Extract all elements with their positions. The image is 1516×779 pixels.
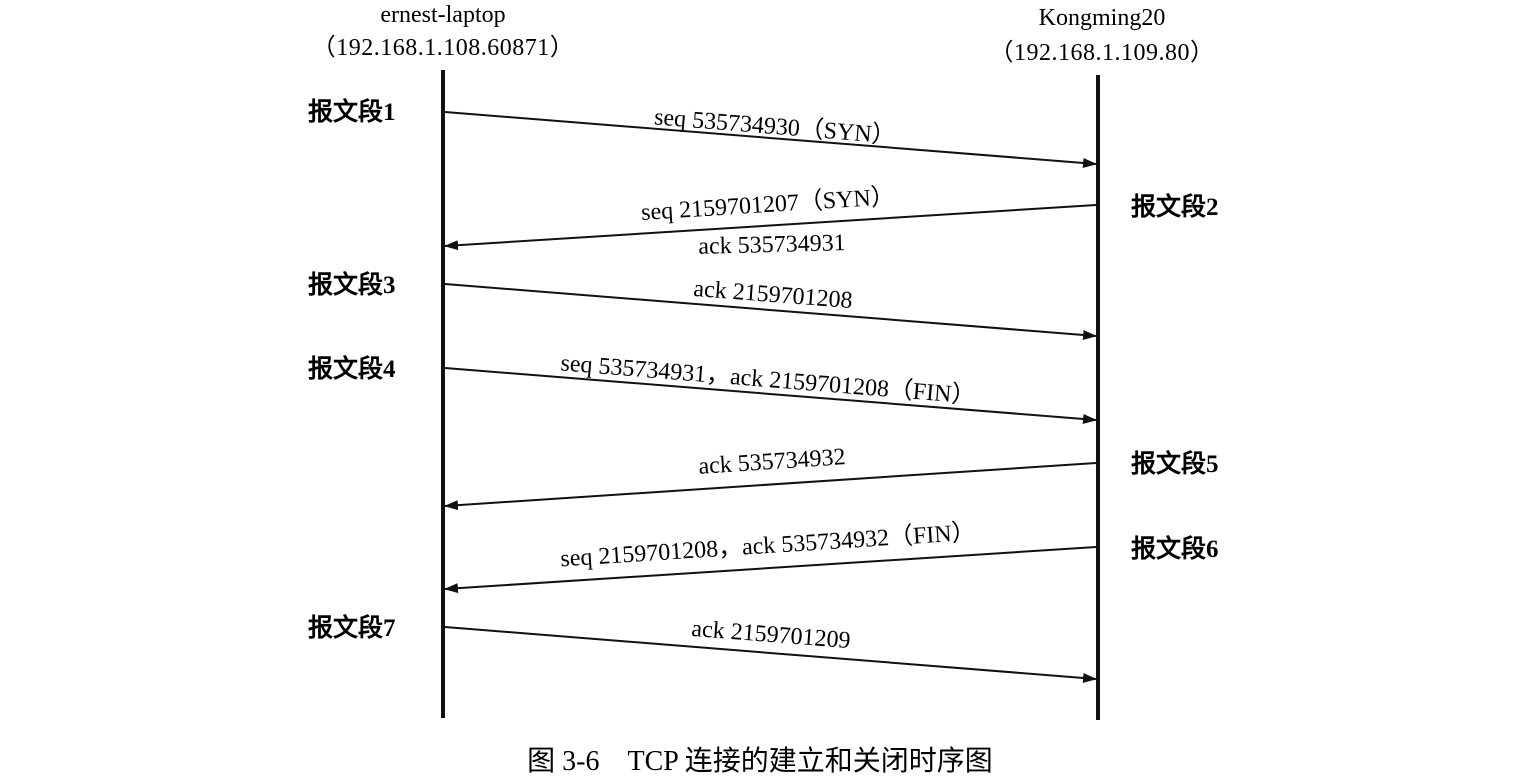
- right-host-address: （192.168.1.109.80）: [990, 40, 1215, 66]
- segment-3-label: 报文段3: [308, 270, 396, 299]
- segment-5-label: 报文段5: [1131, 449, 1219, 478]
- segment-4-arrow: [444, 367, 1097, 424]
- segment-5-message: ack 535734932: [698, 444, 847, 480]
- segment-2-arrow: [444, 204, 1097, 251]
- segment-6-label: 报文段6: [1131, 534, 1219, 563]
- segment-4-message: seq 535734931，ack 2159701208（FIN）: [560, 350, 977, 409]
- segment-2-label: 报文段2: [1131, 192, 1219, 221]
- segment-2-ack: ack 535734931: [698, 230, 846, 260]
- segment-4-label: 报文段4: [308, 354, 396, 383]
- segment-7-arrow: [444, 626, 1097, 683]
- segment-1-message: seq 535734930（SYN）: [653, 104, 896, 149]
- segment-1-label: 报文段1: [308, 97, 396, 126]
- segment-3-message: ack 2159701208: [693, 276, 854, 314]
- figure-caption: 图 3-6 TCP 连接的建立和关闭时序图: [527, 745, 993, 777]
- segment-1-arrow: [444, 111, 1097, 168]
- segment-5-arrow: [444, 462, 1097, 511]
- segment-3-arrow: [444, 283, 1097, 340]
- segment-6-arrow: [444, 546, 1097, 594]
- right-host-name: Kongming20: [1039, 5, 1166, 31]
- left-host-name: ernest-laptop: [380, 2, 505, 28]
- segment-6-message: seq 2159701208，ack 535734932（FIN）: [560, 520, 977, 573]
- left-host-address: （192.168.1.108.60871）: [312, 35, 575, 61]
- segment-7-label: 报文段7: [308, 613, 396, 642]
